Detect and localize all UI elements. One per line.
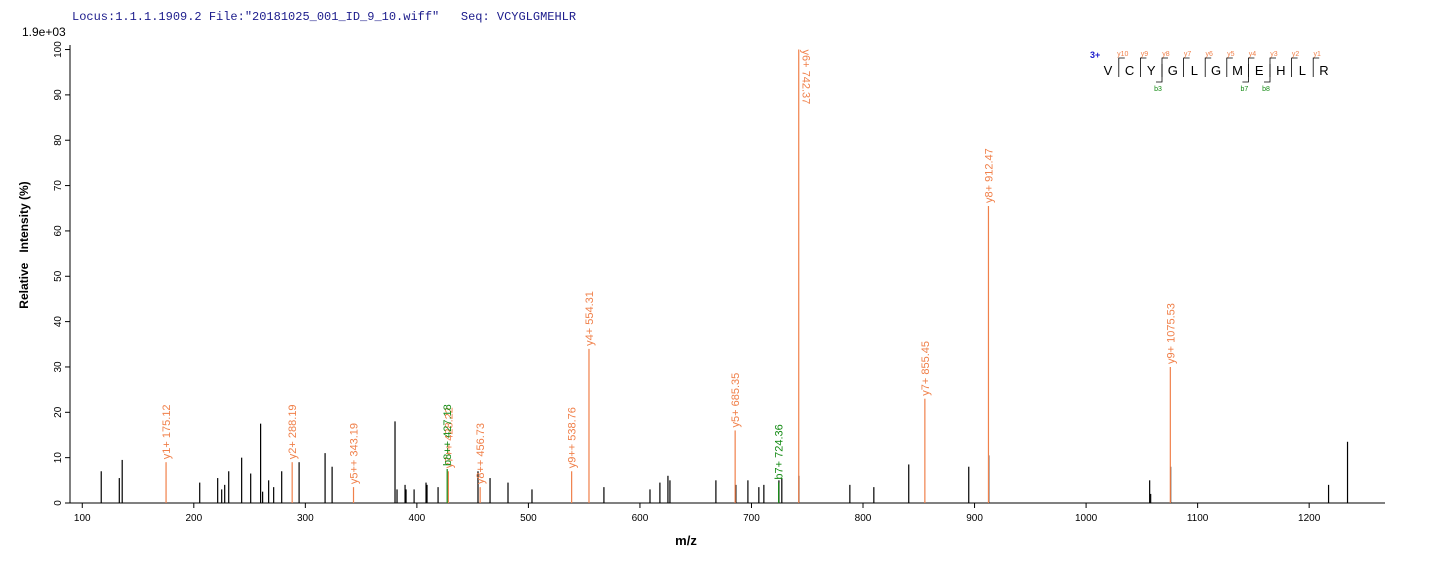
- y-tick-label: 50: [53, 270, 64, 282]
- y-ion-bracket: [1118, 57, 1125, 77]
- charge-label: 3+: [1090, 50, 1100, 60]
- residue: L: [1299, 63, 1306, 78]
- y-ion-bracket: [1226, 57, 1233, 77]
- residue: E: [1255, 63, 1264, 78]
- y-ion-bracket: [1312, 57, 1320, 77]
- y-ion-label: y5: [1227, 51, 1235, 58]
- x-tick-label: 1200: [1298, 513, 1321, 524]
- y-ion-label: y1: [1313, 51, 1321, 58]
- x-tick-label: 600: [632, 513, 649, 524]
- y-tick-label: 40: [53, 316, 64, 328]
- x-tick-label: 400: [409, 513, 426, 524]
- b-ion-label: b8: [1262, 86, 1270, 93]
- x-tick-label: 1000: [1075, 513, 1098, 524]
- y-ion-label: y3: [1270, 51, 1278, 58]
- x-tick-label: 800: [855, 513, 872, 524]
- y-ion-label: y4: [1249, 51, 1257, 58]
- y-tick-label: 70: [53, 180, 64, 192]
- residue: Y: [1147, 63, 1156, 78]
- y-axis-label: Relative Intensity (%): [17, 181, 31, 308]
- header: Locus:1.1.1.1909.2 File:"20181025_001_ID…: [72, 10, 576, 24]
- y-ion-label: y9: [1141, 51, 1149, 58]
- x-tick-label: 300: [297, 513, 314, 524]
- y-tick-label: 80: [53, 134, 64, 146]
- y-ion-label: y10: [1117, 51, 1128, 58]
- y-tick-label: 100: [53, 41, 64, 58]
- y-tick-label: 60: [53, 225, 64, 237]
- residue: V: [1104, 63, 1113, 78]
- y-ion-bracket: [1269, 57, 1276, 77]
- x-tick-label: 700: [743, 513, 760, 524]
- peak-label: b7+ 724.36: [774, 424, 786, 479]
- y-tick-label: 0: [53, 500, 64, 506]
- y-ion-label: y8: [1162, 51, 1170, 58]
- y-ion-bracket: [1183, 57, 1190, 77]
- residue: M: [1232, 63, 1243, 78]
- b-ion-label: b3: [1154, 86, 1162, 93]
- y-ion-bracket: [1248, 57, 1255, 77]
- x-tick-label: 200: [185, 513, 202, 524]
- y-tick-label: 10: [53, 452, 64, 464]
- y-tick-label: 30: [53, 361, 64, 373]
- peak-label: y2+ 288.19: [287, 404, 299, 459]
- peak-label: y4+ 554.31: [584, 291, 596, 346]
- b-ion-label: b7: [1241, 86, 1249, 93]
- peak-label: y9+ 1075.53: [1165, 303, 1177, 364]
- peak-label: y5++ 343.19: [349, 423, 361, 484]
- y-tick-label: 20: [53, 406, 64, 418]
- y-ion-bracket: [1291, 57, 1298, 77]
- y-ion-bracket: [1204, 57, 1212, 77]
- residue: G: [1168, 63, 1178, 78]
- y-ion-label: y2: [1292, 51, 1300, 58]
- residue: C: [1125, 63, 1134, 78]
- b-ion-bracket: [1264, 64, 1271, 83]
- peak-label: y8+ 912.47: [983, 148, 995, 203]
- x-tick-label: 100: [74, 513, 91, 524]
- y-ion-label: y6: [1205, 51, 1213, 58]
- x-tick-label: 500: [520, 513, 537, 524]
- peak-label: b8++ 427.18: [442, 404, 454, 466]
- peak-label: y1+ 175.12: [161, 404, 173, 459]
- peak-label: y5+ 685.35: [730, 373, 742, 428]
- x-tick-label: 1100: [1187, 513, 1209, 524]
- b-ion-bracket: [1242, 64, 1249, 83]
- residue: R: [1319, 63, 1328, 78]
- residue: H: [1276, 63, 1285, 78]
- peak-label: y7+ 855.45: [920, 341, 932, 396]
- peak-label: y6+ 742.37: [800, 50, 812, 105]
- peak-label: y9++ 538.76: [567, 407, 579, 468]
- y-tick-label: 90: [53, 89, 64, 101]
- y-ion-bracket: [1140, 57, 1147, 77]
- peak-label: y7++ 428.22: [443, 407, 455, 468]
- x-tick-label: 900: [966, 513, 983, 524]
- scale-label: 1.9e+03: [22, 25, 66, 39]
- y-ion-label: y7: [1184, 51, 1192, 58]
- residue: G: [1211, 63, 1221, 78]
- b-ion-bracket: [1156, 64, 1163, 83]
- residue: L: [1191, 63, 1198, 78]
- peak-label: y8++ 456.73: [475, 423, 487, 484]
- x-axis-label: m/z: [675, 533, 697, 548]
